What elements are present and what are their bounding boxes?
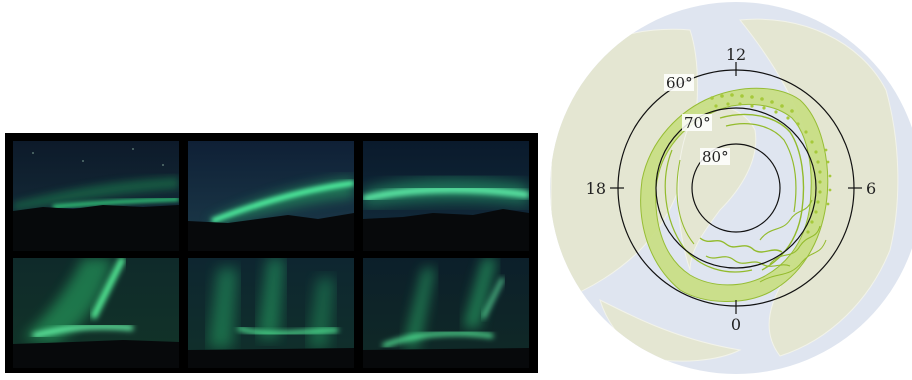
mlt-label-6: 6 bbox=[866, 179, 876, 198]
mlt-label-0: 0 bbox=[731, 315, 741, 334]
auroral-oval-polar-map: 60° 70° 80° 12 0 18 6 bbox=[545, 0, 912, 376]
auroral-oval bbox=[640, 87, 832, 302]
aurora-photo-grid bbox=[5, 133, 538, 373]
auroral-dots bbox=[710, 93, 832, 234]
aurora-photo-1 bbox=[13, 141, 179, 251]
latitude-ring-70 bbox=[655, 107, 817, 269]
aurora-photo-5 bbox=[188, 258, 354, 368]
latitude-label-80: 80° bbox=[702, 148, 729, 166]
aurora-photo-6 bbox=[363, 258, 529, 368]
aurora-photo-4 bbox=[13, 258, 179, 368]
aurora-photo-2 bbox=[188, 141, 354, 251]
latitude-label-60: 60° bbox=[666, 74, 693, 92]
mlt-label-18: 18 bbox=[586, 179, 606, 198]
latitude-label-70: 70° bbox=[684, 114, 711, 132]
latitude-ring-80 bbox=[691, 143, 781, 233]
aurora-photo-3 bbox=[363, 141, 529, 251]
mlt-label-12: 12 bbox=[726, 45, 746, 64]
polar-map-svg: 60° 70° 80° 12 0 18 6 bbox=[550, 2, 912, 374]
